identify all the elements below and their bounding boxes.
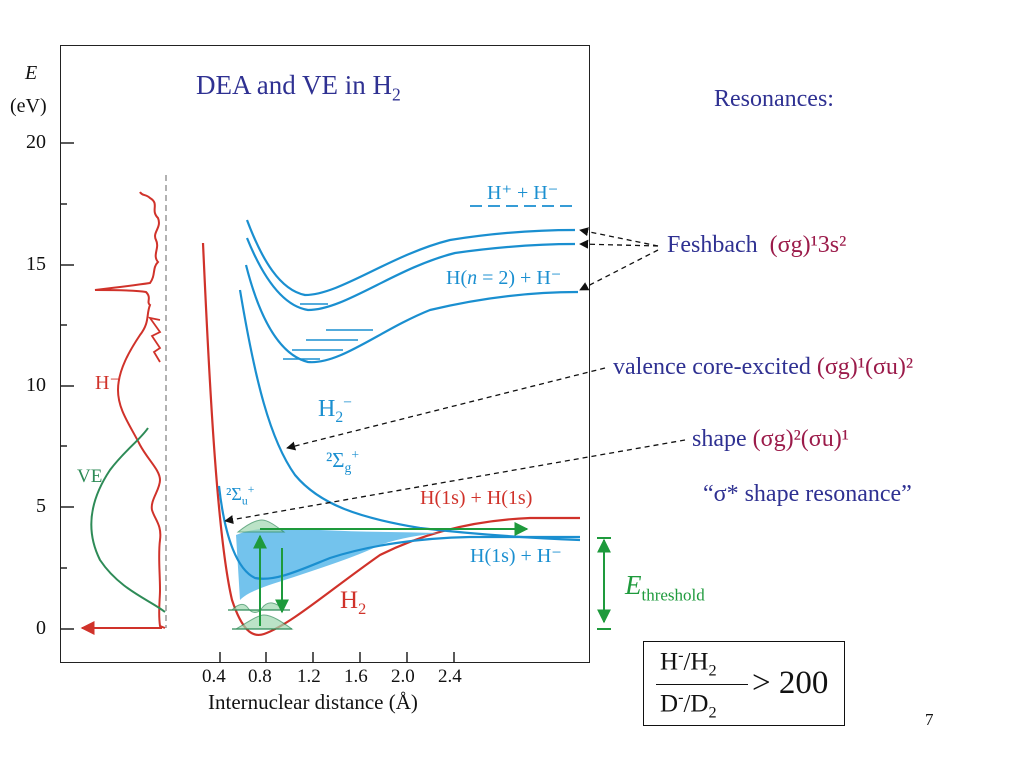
- y-axis-symbol: E: [25, 62, 38, 84]
- shape-resonance-fill: [236, 527, 440, 600]
- ratio-denominator: D-/D2: [660, 688, 717, 722]
- sigma-g-sub: g: [344, 460, 352, 476]
- feshbach-arrow-3: [579, 249, 659, 291]
- h2-minus-h: H: [318, 396, 336, 422]
- resonance-curve-1: [245, 219, 576, 297]
- hn2-n: n: [467, 267, 478, 289]
- hn2-part-b: = 2) + H⁻: [477, 267, 562, 289]
- y-axis-ticks: [60, 142, 74, 630]
- sigma-g-sup: +: [351, 447, 360, 462]
- vibrational-wavefunction-0: [234, 614, 294, 630]
- h1s-hminus-label: H(1s) + H⁻: [470, 545, 562, 567]
- ve-spectrum-curve: [90, 427, 166, 613]
- h2-minus-label: H2−: [318, 394, 352, 427]
- ratio-den-sup: -: [678, 688, 684, 706]
- ratio-den-sub: 2: [708, 703, 717, 722]
- sigma-g-text: ²Σ: [326, 448, 345, 472]
- h-minus-spectrum-curve: [94, 191, 166, 629]
- ratio-den-d: D: [660, 690, 679, 718]
- resonance-curve-2: [245, 237, 576, 312]
- resonances-heading: Resonances:: [714, 86, 834, 112]
- valence-annotation: valence core-excited (σg)¹(σu)²: [613, 354, 913, 381]
- hn2-part-a: H(: [446, 267, 468, 289]
- h2-minus-sup: −: [343, 394, 352, 411]
- y-tick-5: 5: [36, 495, 46, 517]
- annotation-arrows: [224, 227, 686, 525]
- ratio-num-h2: /H: [683, 648, 709, 676]
- shape-arrow: [224, 439, 686, 525]
- y-tick-10: 10: [26, 374, 46, 396]
- ratio-numerator: H-/H2: [660, 646, 717, 680]
- shape-config: (σg)²(σu)¹: [752, 426, 849, 452]
- isotope-ratio-box: [643, 641, 845, 726]
- e-threshold-e: E: [625, 570, 642, 600]
- y-tick-15: 15: [26, 253, 46, 275]
- feshbach-name: Feshbach: [667, 232, 758, 258]
- x-tick-1.6: 1.6: [344, 666, 368, 687]
- h2-minus-sigma-g-curve: [238, 289, 581, 542]
- h-minus-label: H⁻: [95, 372, 120, 394]
- valence-name: valence core-excited: [613, 354, 811, 380]
- e-threshold-sub: threshold: [641, 585, 705, 605]
- sigma-u-label: ²Σu+: [226, 483, 254, 508]
- page-number: 7: [925, 710, 934, 729]
- ratio-num-sup: -: [678, 646, 684, 664]
- x-tick-1.2: 1.2: [297, 666, 321, 687]
- hplus-hminus-label: H⁺ + H⁻: [487, 182, 559, 204]
- sigma-star-annotation: “σ* shape resonance”: [703, 481, 912, 507]
- e-threshold-label: Ethreshold: [625, 570, 705, 605]
- valence-arrow: [286, 367, 606, 451]
- feshbach-arrow-1: [579, 227, 659, 247]
- x-tick-0.8: 0.8: [248, 666, 272, 687]
- x-tick-2.4: 2.4: [438, 666, 462, 687]
- x-tick-0.4: 0.4: [202, 666, 226, 687]
- resonance-curve-3: [244, 264, 579, 364]
- y-axis-unit: (eV): [10, 95, 47, 117]
- h-minus-oscillation: [147, 316, 162, 363]
- diagram-title: DEA and VE in H2: [196, 70, 401, 105]
- sigma-g-label: ²Σg+: [326, 447, 359, 476]
- hn2-hminus-label: H(n = 2) + H⁻: [446, 265, 561, 290]
- ratio-num-sub: 2: [708, 661, 717, 680]
- h2-label: H2: [340, 587, 366, 619]
- x-tick-2.0: 2.0: [391, 666, 415, 687]
- y-tick-0: 0: [36, 617, 46, 639]
- y-tick-20: 20: [26, 131, 46, 153]
- title-subscript: 2: [392, 84, 401, 105]
- h2-minus-sub: 2: [335, 408, 344, 426]
- h1s-h1s-label: H(1s) + H(1s): [420, 487, 533, 509]
- x-axis-label: Internuclear distance (Å): [208, 690, 418, 714]
- h2-sub: 2: [358, 600, 367, 618]
- fraction-bar: [656, 684, 748, 685]
- valence-config: (σg)¹(σu)²: [816, 354, 914, 380]
- sigma-u-text: ²Σ: [226, 484, 242, 504]
- plot-frame: [60, 45, 590, 663]
- feshbach-arrow-2: [579, 239, 659, 249]
- vibrational-levels: [283, 303, 373, 360]
- ratio-den-d2: /D: [683, 690, 709, 718]
- title-text: DEA and VE in H: [196, 70, 392, 100]
- feshbach-annotation: Feshbach (σg)¹3s²: [667, 232, 846, 259]
- sigma-u-sub: u: [241, 494, 248, 508]
- h2-minus-sigma-u-curve: [217, 485, 580, 580]
- vibrational-wavefunction-top: [236, 519, 286, 533]
- ratio-num-h: H: [660, 648, 679, 676]
- shape-annotation: shape (σg)²(σu)¹: [692, 426, 849, 453]
- shape-name: shape: [692, 426, 747, 452]
- x-axis-ticks: [219, 652, 455, 663]
- h2-h: H: [340, 587, 359, 614]
- vibrational-wavefunction-1: [230, 602, 286, 613]
- sigma-u-sup: +: [247, 483, 255, 496]
- ratio-relation: > 200: [752, 665, 829, 701]
- ve-label: VE: [77, 466, 103, 487]
- feshbach-config: (σg)¹3s²: [769, 232, 847, 258]
